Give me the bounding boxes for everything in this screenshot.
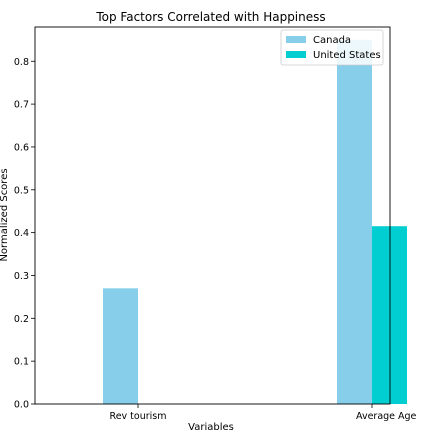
y-tick-label: 0.3 — [14, 271, 29, 282]
legend-swatch-canada — [286, 36, 306, 43]
y-tick-label: 0.1 — [14, 357, 29, 368]
legend-label-canada: Canada — [313, 35, 351, 46]
legend-label-united-states: United States — [313, 50, 381, 61]
bar-canada-1 — [337, 39, 372, 405]
x-tick-label: Average Age — [356, 411, 417, 422]
y-tick-label: 0.0 — [14, 400, 29, 411]
chart-title: Top Factors Correlated with Happiness — [95, 10, 325, 24]
y-tick-label: 0.6 — [14, 142, 29, 153]
legend: Canada United States — [280, 29, 384, 66]
legend-swatch-united-states — [286, 51, 306, 58]
x-axis-ticks: Rev tourism Average Age — [110, 404, 417, 422]
y-tick-label: 0.7 — [14, 100, 29, 111]
bar-canada-0 — [103, 288, 138, 404]
plot-frame — [34, 26, 391, 405]
bar-united-states-1 — [372, 226, 407, 404]
y-tick-label: 0.2 — [14, 314, 29, 325]
bars-group — [103, 39, 407, 405]
y-tick-label: 0.5 — [14, 185, 29, 196]
y-axis-label: Normalized Scores — [0, 168, 10, 261]
legend-box — [280, 29, 384, 66]
x-axis-label: Variables — [188, 422, 234, 432]
x-tick-label: Rev tourism — [110, 411, 167, 422]
y-tick-label: 0.8 — [14, 57, 29, 68]
y-axis-ticks: 0.0 0.1 0.2 0.3 0.4 0.5 0.6 0.7 0.8 — [14, 57, 35, 411]
y-tick-label: 0.4 — [14, 228, 29, 239]
